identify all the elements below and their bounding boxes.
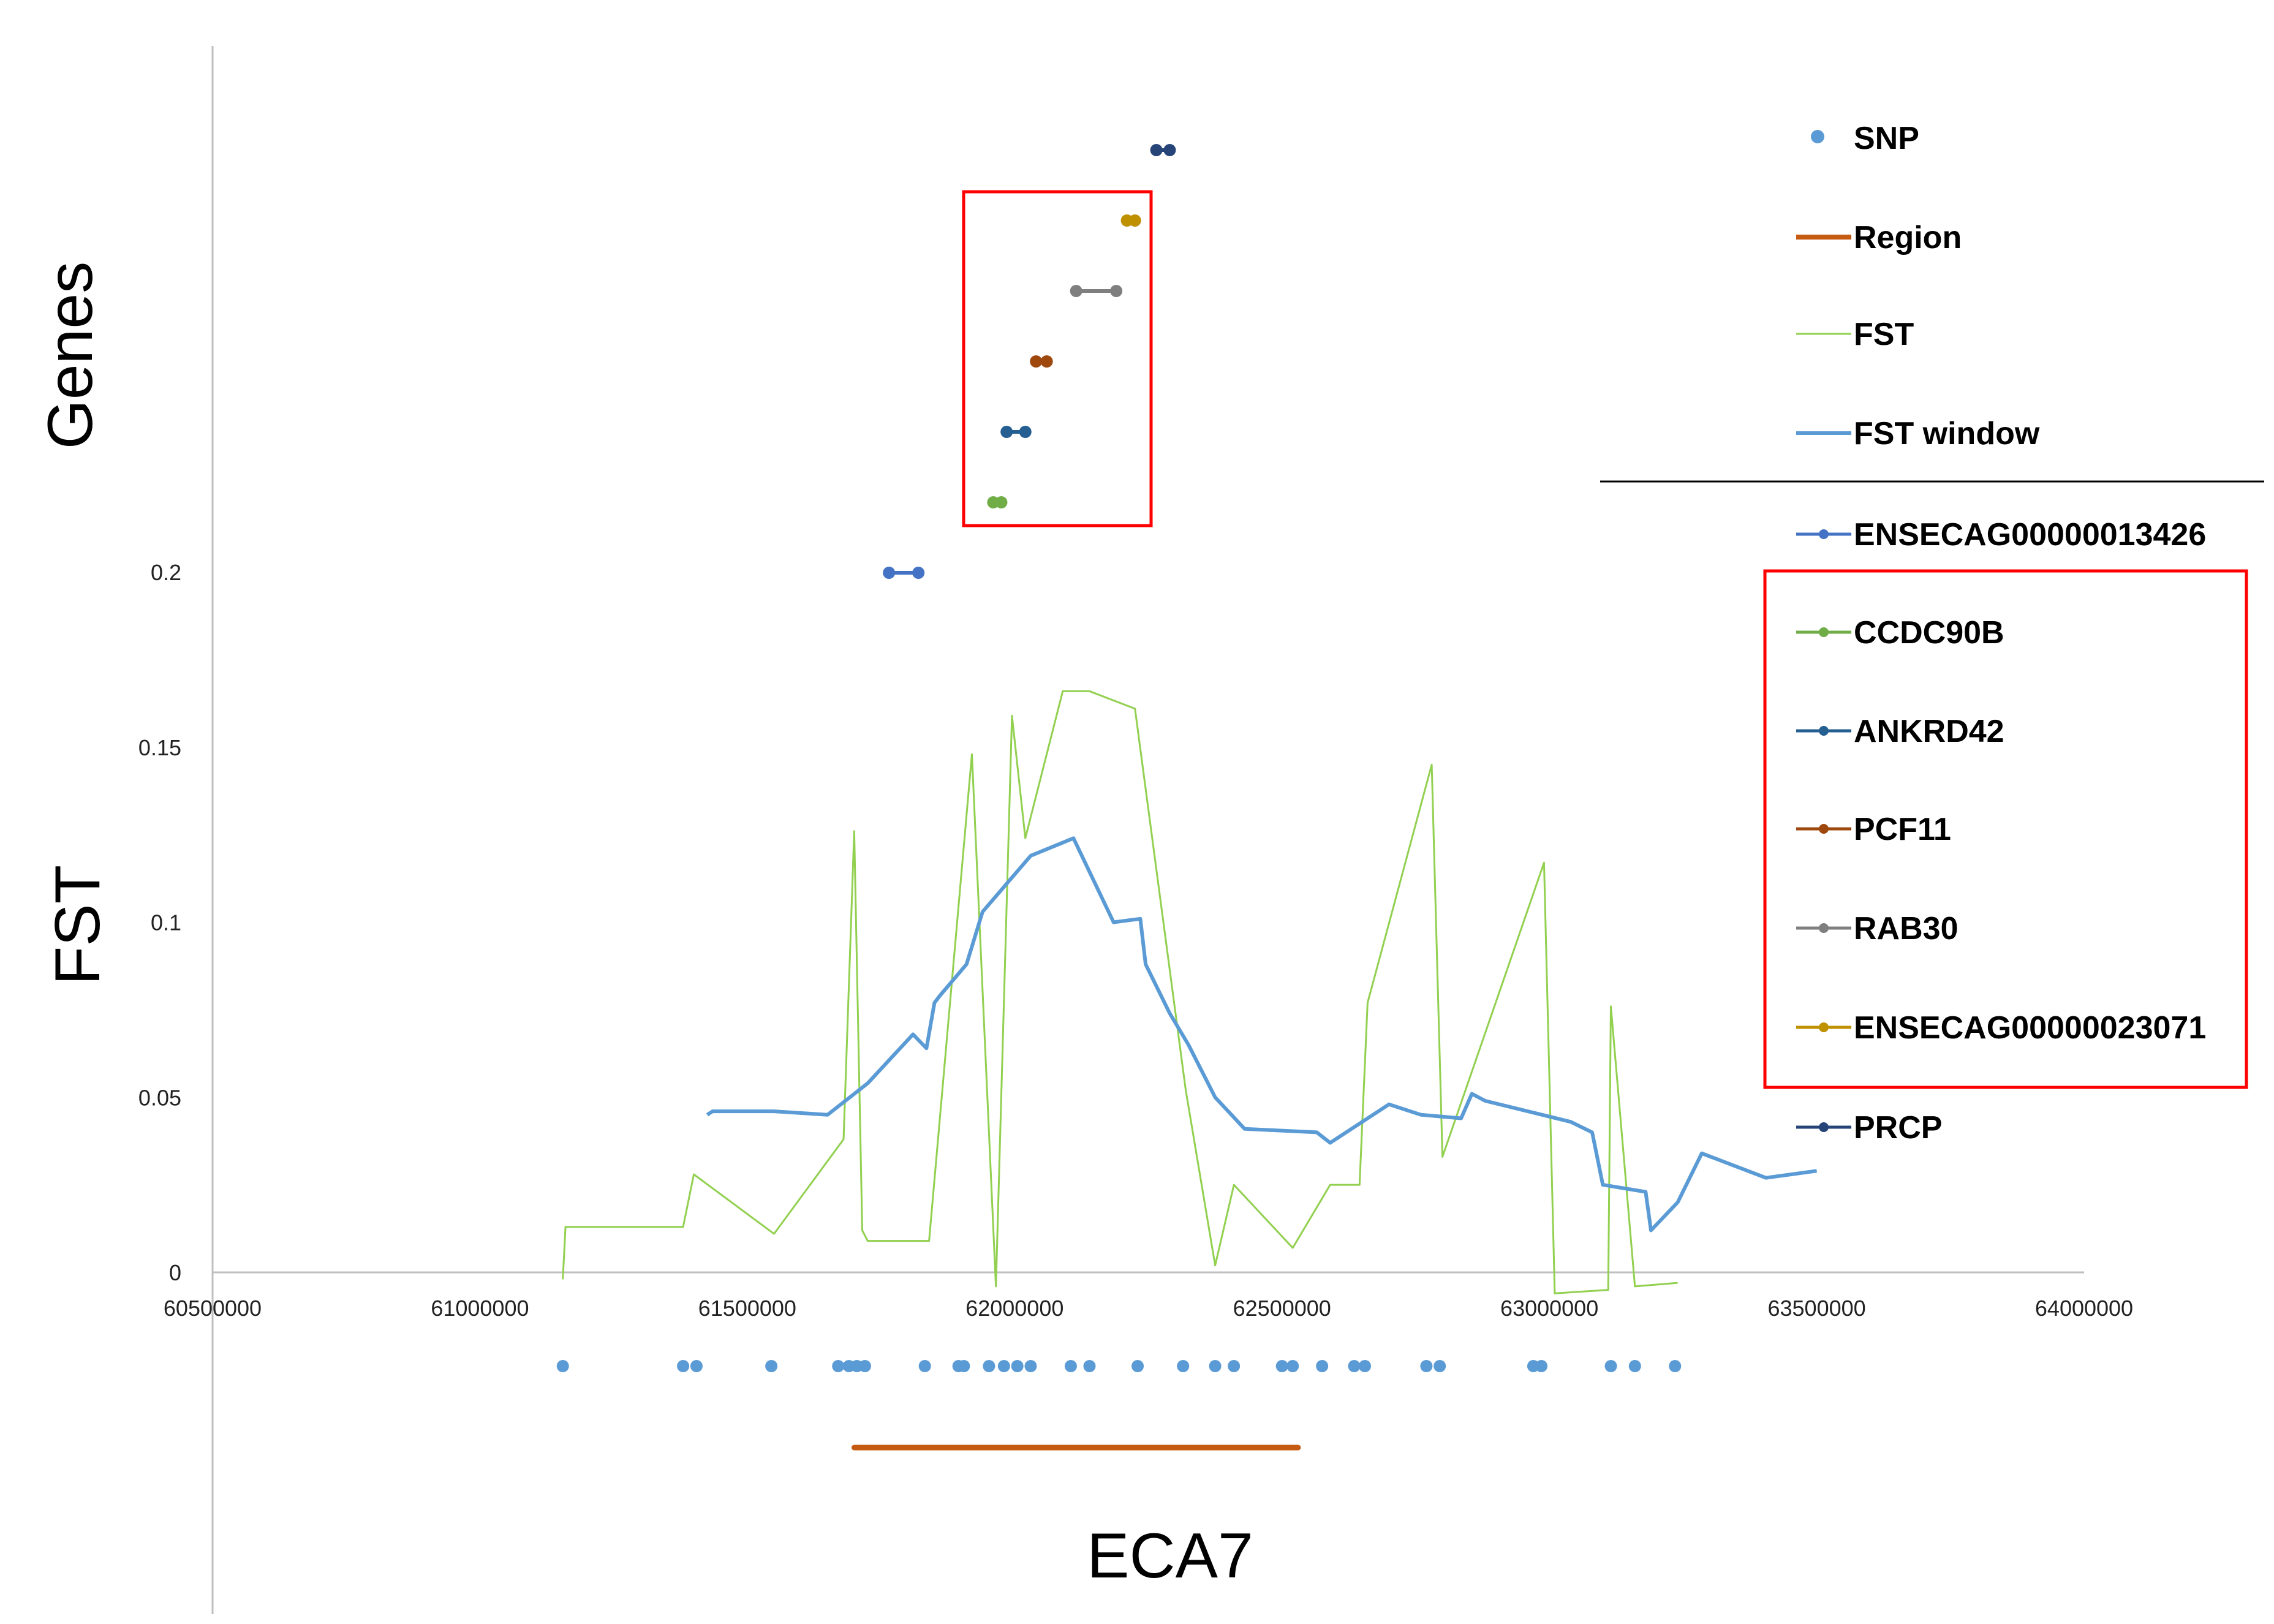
fst-window-line <box>706 836 1818 1233</box>
legend-gene-marker <box>1819 1022 1829 1032</box>
gene-start-point <box>1070 285 1082 297</box>
legend-label: CCDC90B <box>1854 615 2004 651</box>
x-tick-label: 64000000 <box>2035 1296 2133 1321</box>
legend-label: SNP <box>1854 121 1919 156</box>
x-axis-title: ECA7 <box>1087 1520 1253 1592</box>
snp-point <box>765 1360 778 1372</box>
y-tick-label: 0 <box>169 1260 181 1285</box>
gene-start-point <box>883 567 896 579</box>
legend-marker-snp <box>1811 130 1824 143</box>
y-axis-title-fst: FST <box>42 865 113 985</box>
snp-series <box>556 1360 1682 1372</box>
snp-point <box>1669 1360 1682 1372</box>
highlight-box-genes <box>962 190 1153 527</box>
legend-label: PRCP <box>1854 1110 1942 1146</box>
gene-series <box>883 144 1176 579</box>
snp-point <box>1131 1360 1144 1372</box>
legend-label: ANKRD42 <box>1854 714 2004 749</box>
snp-point <box>677 1360 690 1372</box>
y-tick-labels: 0 0.05 0.1 0.15 0.2 <box>138 560 181 1285</box>
y-tick-label: 0.1 <box>151 910 181 935</box>
snp-point <box>1011 1360 1024 1372</box>
gene-end-point <box>1019 426 1032 438</box>
snp-point <box>983 1360 995 1372</box>
gene-end-point <box>1163 144 1176 156</box>
gene-end-point <box>1040 355 1053 368</box>
x-tick-labels: 60500000 61000000 61500000 62000000 62500000… <box>164 1296 2133 1321</box>
snp-point <box>1024 1360 1037 1372</box>
snp-point <box>997 1360 1010 1372</box>
snp-point <box>1064 1360 1077 1372</box>
snp-point <box>1348 1360 1361 1372</box>
legend-label: RAB30 <box>1854 911 1959 946</box>
snp-point <box>918 1360 931 1372</box>
snp-point <box>1359 1360 1372 1372</box>
x-tick-label: 63000000 <box>1500 1296 1598 1321</box>
snp-point <box>1083 1360 1096 1372</box>
legend-gene-marker <box>1819 923 1829 933</box>
gene-end-point <box>995 496 1008 508</box>
legend-label: PCF11 <box>1854 812 1951 847</box>
gene-start-point <box>1150 144 1163 156</box>
snp-point <box>832 1360 845 1372</box>
snp-point <box>1275 1360 1288 1372</box>
legend-label: ENSECAG00000013426 <box>1854 517 2206 553</box>
y-tick-label: 0.15 <box>138 735 181 760</box>
legend-gene-marker <box>1819 1122 1829 1132</box>
fst-line <box>562 690 1678 1294</box>
x-tick-label: 63500000 <box>1767 1296 1865 1321</box>
gene-start-point <box>1030 355 1043 368</box>
x-tick-label: 60500000 <box>164 1296 262 1321</box>
fst-series <box>562 690 1678 1294</box>
legend-gene-marker <box>1819 726 1829 736</box>
gene-end-point <box>1110 285 1123 297</box>
snp-point <box>1177 1360 1190 1372</box>
legend-gene-marker <box>1819 627 1829 637</box>
axes <box>211 46 2084 1614</box>
snp-point <box>1316 1360 1329 1372</box>
snp-point <box>1420 1360 1433 1372</box>
legend-label: ENSECAG00000023071 <box>1854 1010 2206 1046</box>
snp-point <box>1209 1360 1222 1372</box>
snp-point <box>1228 1360 1241 1372</box>
snp-point <box>1604 1360 1617 1372</box>
legend-label: FST window <box>1854 416 2040 451</box>
fst-window-series <box>706 836 1818 1233</box>
y-tick-label: 0.05 <box>138 1085 181 1110</box>
snp-point <box>1628 1360 1641 1372</box>
legend-gene-marker <box>1819 529 1829 539</box>
snp-point <box>1535 1360 1548 1372</box>
legend-gene-marker <box>1819 824 1829 834</box>
x-tick-label: 62000000 <box>965 1296 1063 1321</box>
y-tick-label: 0.2 <box>151 560 181 585</box>
snp-point <box>1286 1360 1299 1372</box>
x-tick-label: 61500000 <box>698 1296 796 1321</box>
y-axis-title-genes: Genes <box>35 262 106 449</box>
snp-point <box>958 1360 970 1372</box>
snp-point <box>858 1360 871 1372</box>
snp-point <box>690 1360 703 1372</box>
legend-label: FST <box>1854 317 1914 352</box>
legend-label: Region <box>1854 220 1962 255</box>
gene-end-point <box>1128 214 1141 227</box>
highlight-box-legend <box>1763 569 2248 1089</box>
legend: SNP Region FST FST window ENSECAG00000013426… <box>1600 121 2264 1146</box>
snp-point <box>556 1360 569 1372</box>
gene-start-point <box>1000 426 1013 438</box>
gene-end-point <box>912 567 925 579</box>
snp-point <box>1434 1360 1446 1372</box>
x-tick-label: 61000000 <box>431 1296 529 1321</box>
x-tick-label: 62500000 <box>1233 1296 1331 1321</box>
highlight-boxes <box>962 190 2248 1089</box>
